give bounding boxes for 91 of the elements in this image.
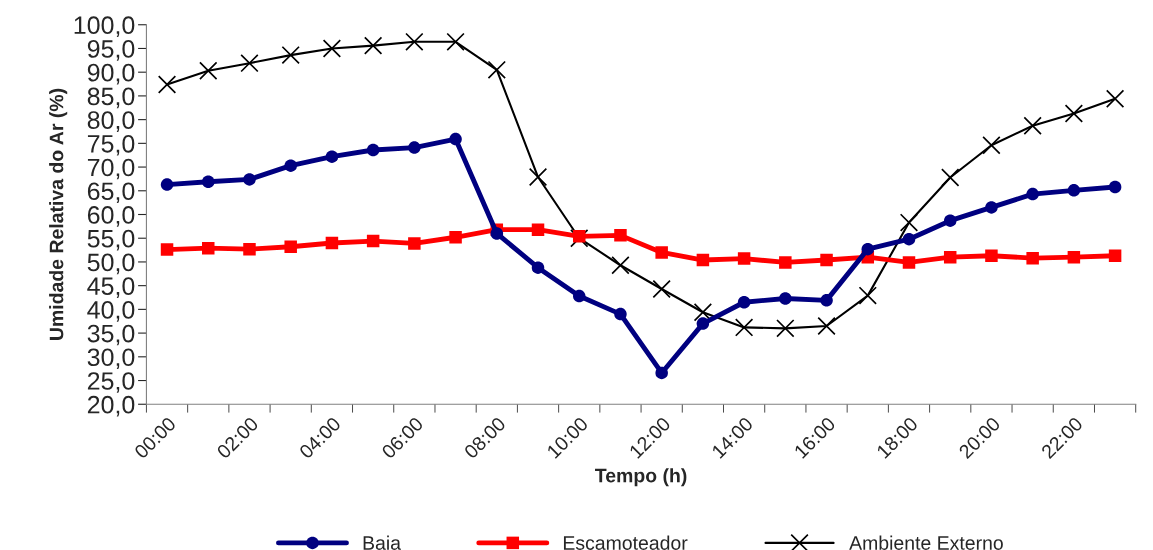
point (325, 236, 339, 250)
point (1064, 104, 1084, 123)
point (943, 250, 957, 264)
y-tick-label: 25,0 (87, 372, 135, 393)
legend-label: Ambiente Externo (849, 535, 1003, 550)
point (696, 253, 710, 267)
point (363, 36, 383, 55)
y-tick-label: 55,0 (87, 229, 135, 251)
point (614, 307, 627, 321)
point (487, 60, 506, 79)
point (449, 132, 462, 146)
point (1108, 180, 1122, 194)
point (405, 32, 424, 51)
y-tick-label: 40,0 (87, 300, 135, 322)
point (779, 292, 792, 305)
y-axis-title: Umidade Relativa do Ar (%) (49, 88, 68, 340)
point (243, 173, 256, 186)
point (776, 319, 795, 338)
point (941, 168, 960, 187)
point (325, 150, 339, 163)
point (858, 286, 877, 305)
point (820, 294, 833, 307)
point (1026, 251, 1039, 265)
point (902, 256, 916, 269)
point (449, 231, 462, 244)
point (734, 318, 754, 337)
point (284, 159, 297, 172)
y-tick-label: 20,0 (87, 395, 135, 417)
point (243, 242, 256, 256)
legend-label: Baia (363, 535, 401, 550)
y-tick-label: 100,0 (74, 16, 135, 38)
y-tick-label: 75,0 (87, 134, 135, 156)
point (408, 237, 421, 250)
point (531, 261, 545, 274)
point (528, 167, 548, 187)
point (611, 256, 630, 275)
point (572, 230, 586, 243)
point (281, 45, 300, 65)
y-tick-label: 65,0 (87, 182, 135, 204)
point (737, 296, 751, 309)
point (899, 213, 919, 232)
point (160, 243, 174, 256)
point (902, 232, 916, 246)
y-tick-label: 85,0 (87, 87, 135, 109)
y-tick-label: 30,0 (87, 348, 135, 370)
point (446, 32, 465, 51)
point (943, 214, 957, 227)
point (693, 303, 713, 322)
point (737, 252, 751, 265)
y-tick-label: 50,0 (87, 253, 135, 275)
y-tick-label: 90,0 (87, 63, 135, 85)
point (240, 54, 259, 73)
x-axis-title: Tempo (h) (595, 468, 687, 487)
point (696, 317, 710, 330)
point (408, 141, 421, 154)
y-tick-label: 35,0 (87, 324, 135, 346)
point (779, 256, 792, 269)
point (322, 39, 342, 58)
point (655, 366, 668, 380)
point (1023, 116, 1042, 135)
point (985, 249, 998, 263)
point (490, 227, 504, 240)
point (861, 242, 875, 256)
point (614, 229, 627, 242)
point (366, 143, 380, 157)
point (655, 246, 668, 259)
y-tick-label: 60,0 (87, 206, 135, 227)
point (366, 234, 380, 248)
point (572, 289, 586, 303)
y-tick-label: 45,0 (87, 277, 135, 298)
point (1026, 187, 1039, 201)
point (1067, 184, 1081, 197)
point (531, 223, 545, 236)
point (1067, 250, 1081, 264)
point (160, 178, 174, 191)
point (157, 75, 177, 94)
point (202, 175, 215, 189)
point (652, 279, 671, 299)
point (817, 316, 836, 336)
y-tick-label: 95,0 (87, 40, 135, 61)
point (1105, 89, 1125, 108)
point (199, 61, 218, 80)
point (202, 241, 215, 255)
point (284, 240, 297, 254)
point (982, 136, 1001, 155)
legend-label: Escamoteador (563, 535, 688, 550)
point (820, 253, 833, 267)
y-tick-label: 80,0 (87, 111, 135, 132)
point (985, 201, 998, 214)
y-tick-label: 70,0 (87, 158, 135, 180)
point (1108, 249, 1122, 263)
